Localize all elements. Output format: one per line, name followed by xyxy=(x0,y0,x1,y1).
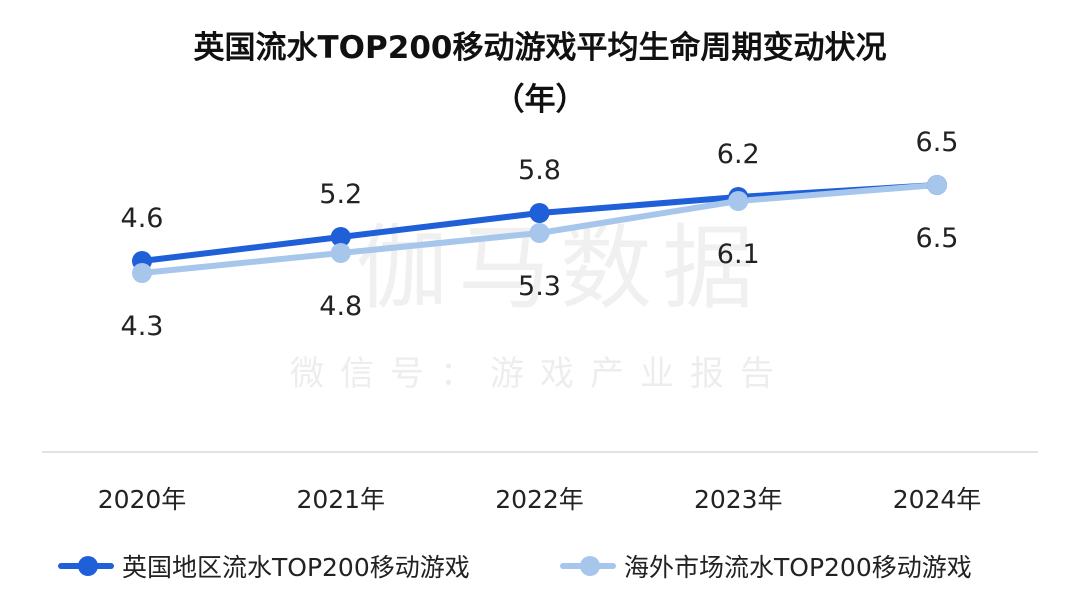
data-label: 5.2 xyxy=(319,179,362,210)
data-label: 4.8 xyxy=(319,291,362,322)
chart-subtitle: （年） xyxy=(493,82,587,118)
data-label: 4.3 xyxy=(121,311,164,342)
legend-label: 海外市场流水TOP200移动游戏 xyxy=(624,553,972,582)
legend-swatch xyxy=(560,556,616,576)
x-tick-label: 2022年 xyxy=(495,485,584,514)
x-tick-label: 2021年 xyxy=(296,485,385,514)
legend-swatch xyxy=(58,556,114,576)
data-point xyxy=(529,203,550,223)
watermark-sub: 微信号：游戏产业报告 xyxy=(290,354,790,394)
data-label: 5.8 xyxy=(518,155,561,186)
data-label: 5.3 xyxy=(518,271,561,302)
x-tick-label: 2024年 xyxy=(893,485,982,514)
data-label: 6.5 xyxy=(916,127,959,158)
data-point xyxy=(132,263,152,283)
data-point xyxy=(330,227,351,247)
data-label: 4.6 xyxy=(121,203,164,234)
data-point xyxy=(330,243,351,263)
data-point xyxy=(529,223,550,243)
data-label: 6.2 xyxy=(717,139,760,170)
data-label: 6.5 xyxy=(916,223,959,254)
data-point xyxy=(927,175,947,195)
data-point xyxy=(728,191,749,211)
legend-label: 英国地区流水TOP200移动游戏 xyxy=(122,553,470,582)
data-label: 6.1 xyxy=(717,239,760,270)
legend-item-uk: 英国地区流水TOP200移动游戏 xyxy=(58,548,470,584)
chart-title: 英国流水TOP200移动游戏平均生命周期变动状况 xyxy=(193,30,887,66)
x-tick-label: 2020年 xyxy=(98,485,187,514)
x-tick-label: 2023年 xyxy=(694,485,783,514)
legend-item-overseas: 海外市场流水TOP200移动游戏 xyxy=(560,548,972,584)
